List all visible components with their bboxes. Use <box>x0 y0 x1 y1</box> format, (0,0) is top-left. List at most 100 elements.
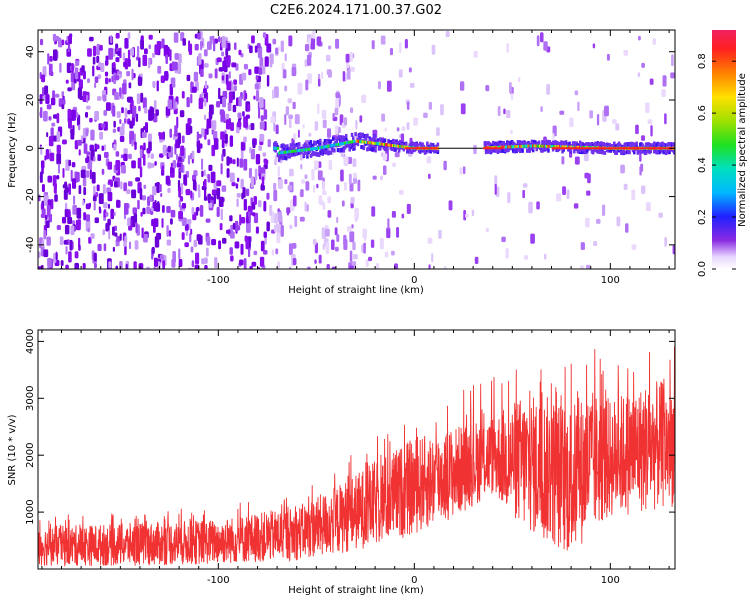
heat-cell <box>112 105 116 117</box>
heat-cell <box>232 159 236 165</box>
heat-cell <box>44 214 48 220</box>
heat-cell <box>97 243 102 252</box>
heat-cell <box>661 89 666 97</box>
heat-cell <box>291 243 297 249</box>
heat-cell <box>257 46 263 59</box>
heat-cell <box>162 144 167 156</box>
heat-cell <box>48 63 53 76</box>
heat-cell <box>85 111 89 118</box>
heat-cell <box>297 129 300 138</box>
heat-cell <box>140 35 144 41</box>
heat-cell <box>198 53 202 65</box>
heat-cell <box>211 238 217 246</box>
track-halo <box>324 150 328 155</box>
heat-cell <box>258 200 262 208</box>
heat-cell <box>74 67 79 80</box>
track-halo <box>421 142 424 147</box>
heat-cell <box>263 158 268 164</box>
heat-cell <box>251 261 257 267</box>
heat-cell <box>170 77 176 84</box>
heat-cell <box>664 113 667 125</box>
heat-cell <box>56 153 62 165</box>
track-halo <box>649 149 653 154</box>
track-halo <box>586 148 589 153</box>
heat-cell <box>641 135 646 141</box>
heat-cell <box>645 202 651 212</box>
heat-cell <box>640 163 644 172</box>
heat-cell <box>543 253 547 260</box>
heat-cell <box>431 44 436 55</box>
heat-cell <box>167 187 171 194</box>
heat-cell <box>230 122 235 131</box>
heat-cell <box>101 168 105 175</box>
heat-cell <box>163 44 169 57</box>
heat-cell <box>658 212 663 218</box>
heat-cell <box>85 203 91 210</box>
heat-cell <box>142 207 146 215</box>
track-halo <box>353 146 356 151</box>
heat-cell <box>70 128 75 140</box>
heat-cell <box>620 164 625 174</box>
heat-cell <box>540 106 543 112</box>
heat-cell <box>335 98 340 111</box>
heat-cell <box>115 32 120 39</box>
heat-cell <box>204 128 207 140</box>
spectrogram-y-ticks: -40 -20 0 20 40 <box>25 45 675 253</box>
track-halo <box>416 143 420 148</box>
heat-cell <box>324 228 330 237</box>
heat-cell <box>236 198 239 207</box>
heat-cell <box>78 244 81 251</box>
heat-cell <box>218 240 222 250</box>
heat-cell <box>271 89 275 100</box>
heat-cell <box>43 249 49 258</box>
colorbar-tick-label: 0.0 <box>697 261 708 277</box>
track-halo <box>317 153 321 158</box>
heat-cell <box>355 119 358 130</box>
heat-cell <box>431 253 434 263</box>
heat-cell <box>133 213 138 224</box>
heat-cell <box>52 49 58 61</box>
heat-cell <box>671 54 674 67</box>
heat-cell <box>86 105 91 110</box>
heat-cell <box>273 122 276 132</box>
heat-cell <box>406 203 411 214</box>
heat-cell <box>601 204 606 216</box>
heat-cell <box>121 165 126 174</box>
heat-cell <box>71 109 76 121</box>
heat-cell <box>249 45 253 54</box>
heat-cell <box>94 82 97 89</box>
track-halo <box>290 152 294 157</box>
track-halo <box>436 149 440 154</box>
heat-cell <box>55 252 58 261</box>
heat-cell <box>211 189 217 196</box>
heat-cell <box>304 43 310 52</box>
heat-cell <box>198 235 203 245</box>
heat-cell <box>110 35 113 44</box>
heat-cell <box>536 201 540 210</box>
track-halo <box>379 146 382 151</box>
heat-cell <box>56 144 61 154</box>
heat-cell <box>506 110 511 119</box>
heat-cell <box>277 179 283 190</box>
heat-cell <box>173 32 179 43</box>
heatmap-cells <box>38 30 675 269</box>
track-halo <box>280 152 283 157</box>
heat-cell <box>83 212 87 221</box>
track-halo <box>622 149 625 154</box>
track-halo <box>613 142 616 147</box>
heat-cell <box>269 53 274 65</box>
heat-cell <box>165 54 168 65</box>
heat-cell <box>131 68 134 81</box>
heat-cell <box>325 242 330 254</box>
heat-cell <box>141 132 147 138</box>
track-halo <box>335 139 339 144</box>
heat-cell <box>119 233 122 241</box>
track-halo <box>413 142 416 147</box>
heat-cell <box>423 112 428 119</box>
track-halo <box>370 137 374 142</box>
heat-cell <box>304 174 308 179</box>
y-tick-label: 1000 <box>25 499 36 524</box>
track-halo <box>528 148 531 153</box>
heat-cell <box>47 175 53 183</box>
heat-cell <box>221 51 225 57</box>
